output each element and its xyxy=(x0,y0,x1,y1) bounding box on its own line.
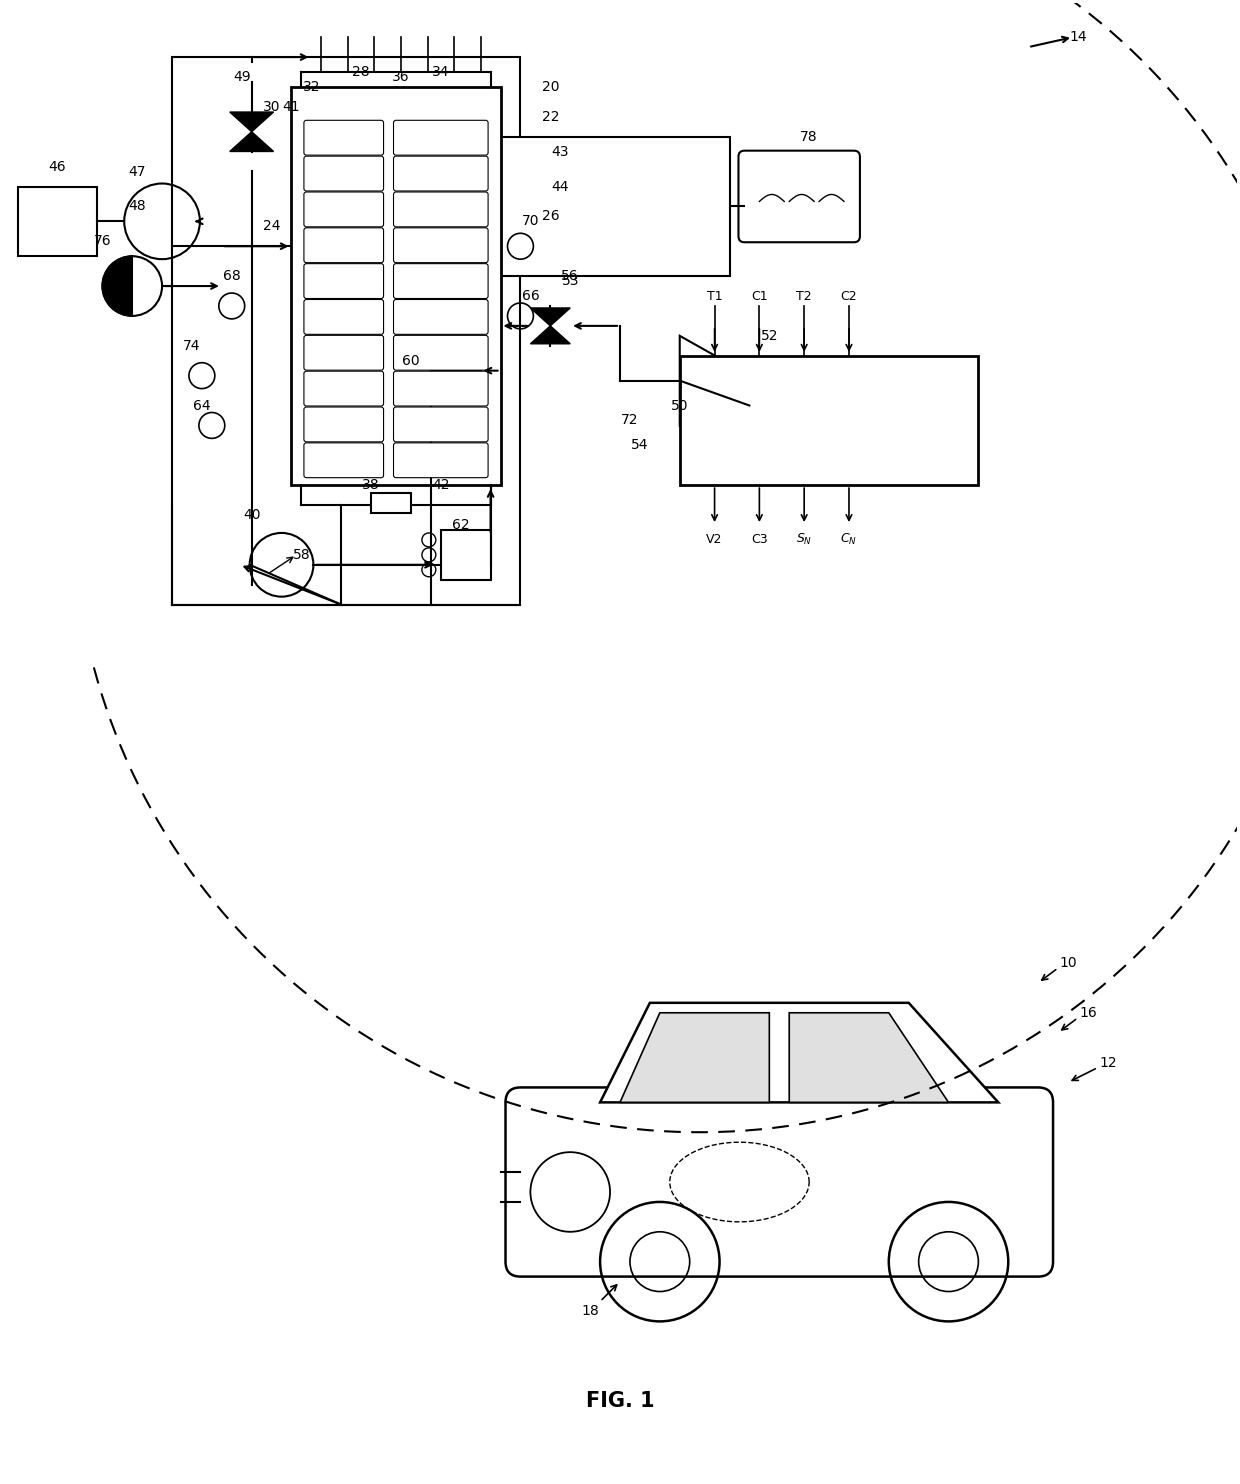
FancyBboxPatch shape xyxy=(304,442,383,478)
Text: T1: T1 xyxy=(707,289,723,303)
Text: V2: V2 xyxy=(707,533,723,546)
Text: $C_N$: $C_N$ xyxy=(841,533,858,548)
Text: T2: T2 xyxy=(796,289,812,303)
Bar xyxy=(17,187,98,257)
Text: 41: 41 xyxy=(283,99,300,114)
Text: 49: 49 xyxy=(233,70,250,85)
Text: 47: 47 xyxy=(129,165,146,178)
FancyBboxPatch shape xyxy=(393,229,489,263)
Text: 48: 48 xyxy=(129,199,146,214)
Polygon shape xyxy=(620,1012,769,1103)
Text: 43: 43 xyxy=(552,144,569,159)
FancyBboxPatch shape xyxy=(393,300,489,334)
Bar xyxy=(680,356,978,485)
FancyBboxPatch shape xyxy=(304,407,383,442)
FancyBboxPatch shape xyxy=(304,335,383,370)
Text: 54: 54 xyxy=(631,438,649,453)
Text: 26: 26 xyxy=(542,209,559,224)
FancyBboxPatch shape xyxy=(393,264,489,298)
FancyBboxPatch shape xyxy=(393,191,489,227)
Text: 18: 18 xyxy=(582,1304,599,1318)
Polygon shape xyxy=(103,257,133,316)
Text: 36: 36 xyxy=(392,70,409,85)
Text: 42: 42 xyxy=(432,478,450,493)
FancyBboxPatch shape xyxy=(393,335,489,370)
Text: 10: 10 xyxy=(1059,956,1076,971)
Text: 24: 24 xyxy=(263,220,280,233)
Bar xyxy=(440,530,491,580)
FancyBboxPatch shape xyxy=(304,371,383,407)
FancyBboxPatch shape xyxy=(506,1088,1053,1276)
Text: 46: 46 xyxy=(48,160,67,174)
Text: 74: 74 xyxy=(184,338,201,353)
Polygon shape xyxy=(229,111,274,132)
Bar xyxy=(371,493,410,513)
Text: 28: 28 xyxy=(352,65,370,79)
Text: 14: 14 xyxy=(1069,30,1086,45)
Bar xyxy=(172,56,521,604)
Text: $S_N$: $S_N$ xyxy=(796,533,812,548)
Text: 53: 53 xyxy=(562,275,579,288)
Text: FIG. 1: FIG. 1 xyxy=(585,1391,655,1411)
Text: C2: C2 xyxy=(841,289,857,303)
FancyBboxPatch shape xyxy=(739,151,859,242)
Text: 44: 44 xyxy=(552,180,569,193)
Polygon shape xyxy=(531,309,570,326)
FancyBboxPatch shape xyxy=(304,120,383,156)
FancyBboxPatch shape xyxy=(304,300,383,334)
Text: 12: 12 xyxy=(1099,1055,1116,1070)
Text: 62: 62 xyxy=(451,518,470,531)
Text: 70: 70 xyxy=(522,214,539,229)
Text: 32: 32 xyxy=(303,80,320,93)
Text: C1: C1 xyxy=(751,289,768,303)
Text: 16: 16 xyxy=(1079,1006,1096,1020)
Text: 72: 72 xyxy=(621,414,639,427)
Text: 38: 38 xyxy=(362,478,379,493)
Text: 50: 50 xyxy=(671,399,688,413)
Text: 58: 58 xyxy=(293,548,310,562)
Text: 40: 40 xyxy=(243,508,260,522)
Text: 22: 22 xyxy=(542,110,559,123)
Text: 20: 20 xyxy=(542,80,559,93)
Text: 52: 52 xyxy=(760,329,777,343)
FancyBboxPatch shape xyxy=(304,229,383,263)
Bar xyxy=(291,88,501,485)
Polygon shape xyxy=(680,335,759,426)
FancyBboxPatch shape xyxy=(393,407,489,442)
Text: 66: 66 xyxy=(522,289,539,303)
FancyBboxPatch shape xyxy=(393,156,489,191)
FancyBboxPatch shape xyxy=(304,191,383,227)
Text: 56: 56 xyxy=(562,269,579,283)
Text: 78: 78 xyxy=(800,129,818,144)
Polygon shape xyxy=(600,1003,998,1103)
Polygon shape xyxy=(531,326,570,344)
Polygon shape xyxy=(789,1012,949,1103)
FancyBboxPatch shape xyxy=(304,264,383,298)
Text: 60: 60 xyxy=(402,353,420,368)
Text: 68: 68 xyxy=(223,269,241,283)
FancyBboxPatch shape xyxy=(393,120,489,156)
Text: C3: C3 xyxy=(751,533,768,546)
FancyBboxPatch shape xyxy=(304,156,383,191)
Polygon shape xyxy=(229,132,274,151)
Bar xyxy=(501,137,729,276)
Text: 30: 30 xyxy=(263,99,280,114)
FancyBboxPatch shape xyxy=(393,371,489,407)
Text: 76: 76 xyxy=(93,234,112,248)
Bar xyxy=(430,335,481,405)
Text: 34: 34 xyxy=(432,65,450,79)
FancyBboxPatch shape xyxy=(393,442,489,478)
Text: 64: 64 xyxy=(193,399,211,413)
